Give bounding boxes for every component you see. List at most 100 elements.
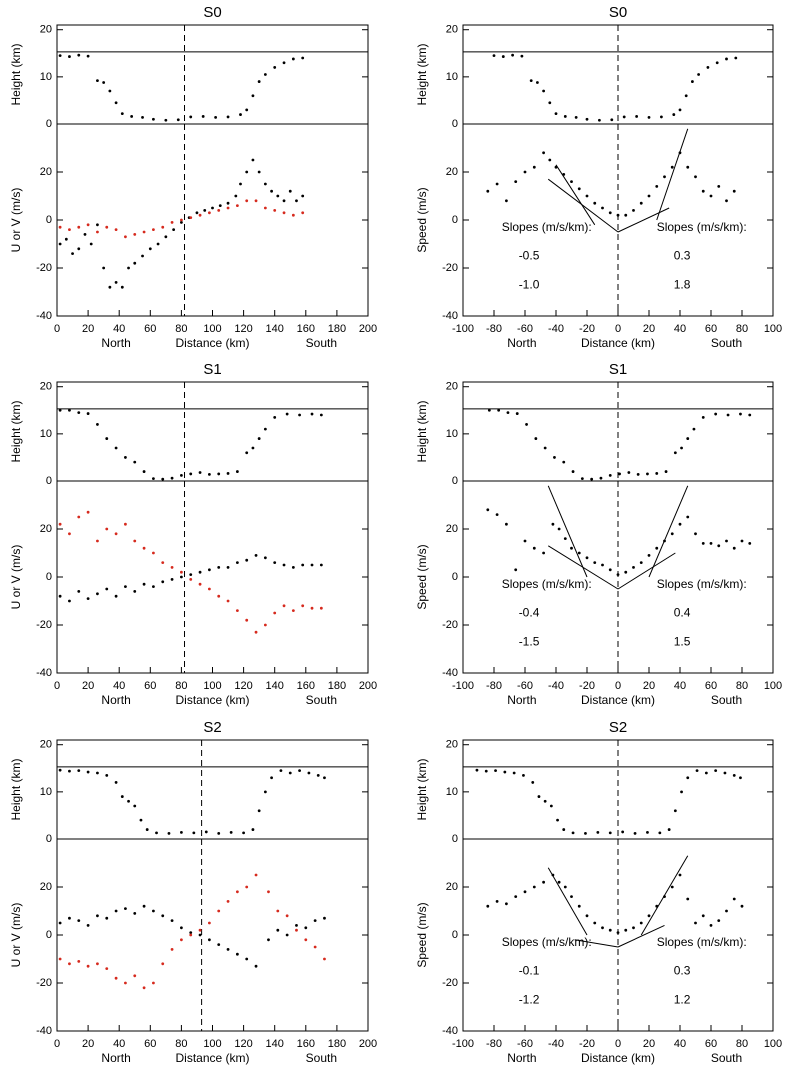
- data-point: [276, 194, 280, 198]
- y-axis-label: Speed (m/s): [415, 544, 429, 609]
- data-point: [124, 235, 127, 239]
- slopes-header: Slopes (m/s/km):: [502, 577, 592, 591]
- data-point: [319, 606, 323, 610]
- data-point: [494, 769, 497, 773]
- data-point: [96, 592, 99, 596]
- data-point: [152, 551, 155, 555]
- data-point: [142, 986, 146, 990]
- x-tick-label: 120: [234, 1038, 252, 1050]
- data-point: [585, 194, 589, 198]
- x-tick-label: 160: [297, 1038, 315, 1050]
- data-point: [133, 460, 137, 464]
- data-point: [180, 218, 183, 222]
- data-point: [548, 101, 552, 105]
- data-point: [562, 460, 566, 464]
- data-point: [532, 885, 536, 889]
- data-point: [105, 437, 109, 440]
- data-point: [77, 515, 81, 519]
- data-point: [701, 542, 705, 545]
- x-tick-label: 80: [175, 680, 187, 692]
- data-point: [152, 909, 155, 913]
- data-point: [263, 556, 267, 560]
- slope-value: 1.2: [674, 992, 691, 1006]
- data-point: [291, 609, 295, 612]
- data-point: [152, 477, 155, 481]
- x-axis-south: South: [711, 693, 742, 707]
- data-point: [273, 66, 277, 69]
- slope-value: -0.5: [519, 249, 540, 263]
- y-tick-label: -40: [442, 1025, 458, 1037]
- data-point: [214, 116, 218, 119]
- data-point: [226, 948, 230, 951]
- fit-line: [640, 855, 689, 936]
- x-tick-label: -20: [579, 680, 595, 692]
- data-point: [291, 57, 295, 61]
- data-point: [475, 768, 479, 772]
- data-point: [608, 211, 612, 215]
- data-point: [632, 566, 635, 569]
- data-point: [310, 563, 314, 567]
- data-point: [120, 112, 124, 116]
- data-point: [141, 116, 144, 119]
- data-point: [68, 55, 71, 58]
- data-point: [557, 527, 561, 531]
- data-point: [68, 916, 71, 920]
- y-axis-label: Height (km): [415, 43, 429, 105]
- data-point: [717, 919, 721, 922]
- data-point: [534, 437, 538, 440]
- data-point: [86, 223, 90, 227]
- data-point: [709, 542, 713, 545]
- data-point: [593, 561, 597, 564]
- y-tick-label: 0: [452, 571, 458, 583]
- x-tick-label: 160: [297, 323, 315, 335]
- data-point: [235, 204, 239, 208]
- data-point: [717, 544, 721, 548]
- data-point: [532, 546, 536, 550]
- data-point: [601, 206, 604, 210]
- x-tick-label: -80: [486, 323, 502, 335]
- data-point: [217, 472, 221, 476]
- data-point: [585, 914, 589, 918]
- data-point: [282, 211, 286, 215]
- data-point: [593, 201, 597, 205]
- x-tick-label: 60: [144, 323, 156, 335]
- slope-value: 0.4: [674, 606, 691, 620]
- data-point: [542, 89, 545, 93]
- data-point: [96, 223, 99, 227]
- data-point: [254, 554, 258, 557]
- y-axis-label: Height (km): [415, 400, 429, 462]
- data-point: [257, 809, 261, 813]
- slope-value: 0.3: [674, 964, 691, 978]
- data-point: [130, 115, 134, 118]
- data-point: [748, 413, 752, 417]
- x-tick-label: -100: [452, 323, 474, 335]
- data-point: [501, 55, 505, 58]
- data-point: [658, 831, 662, 835]
- data-point: [133, 539, 137, 543]
- y-tick-label: 10: [446, 428, 458, 440]
- data-point: [282, 199, 286, 203]
- x-tick-label: 80: [736, 1038, 748, 1050]
- data-point: [632, 926, 635, 930]
- data-point: [678, 522, 682, 526]
- data-point: [207, 211, 211, 215]
- data-point: [295, 924, 298, 927]
- data-point: [152, 981, 155, 985]
- y-tick-label: 20: [40, 381, 52, 393]
- x-axis-south: South: [711, 336, 742, 350]
- data-point: [310, 412, 314, 416]
- data-point: [636, 473, 640, 476]
- data-point: [254, 873, 258, 877]
- data-point: [298, 413, 301, 417]
- y-tick-label: -40: [36, 667, 52, 679]
- x-tick-label: 80: [175, 1038, 187, 1050]
- data-point: [282, 61, 286, 65]
- data-point: [585, 556, 589, 560]
- data-point: [616, 931, 620, 934]
- x-tick-label: -20: [579, 323, 595, 335]
- y-tick-label: 20: [446, 381, 458, 393]
- data-point: [276, 928, 280, 932]
- data-point: [273, 209, 277, 212]
- data-point: [532, 165, 536, 169]
- x-tick-label: 80: [175, 323, 187, 335]
